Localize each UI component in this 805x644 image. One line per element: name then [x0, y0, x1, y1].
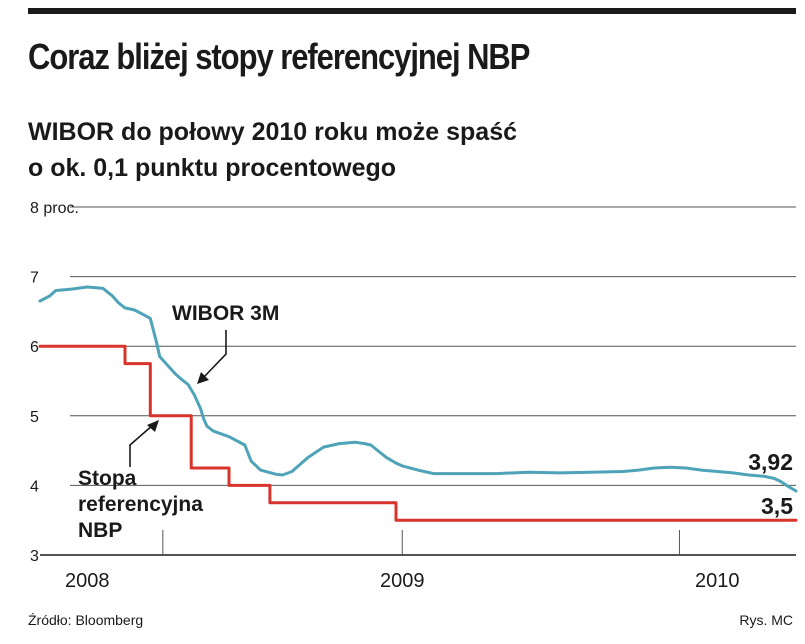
y-tick-label-7: 7 — [30, 270, 39, 287]
y-tick-labels: 8 proc. 7 6 5 4 3 — [30, 200, 79, 565]
subtitle-line-1: WIBOR do połowy 2010 roku może spaść — [28, 118, 518, 146]
chart-title: Coraz bliżej stopy referencyjnej NBP — [28, 36, 530, 77]
y-tick-label-4: 4 — [30, 478, 39, 495]
x-label-2009: 2009 — [380, 570, 425, 592]
top-rule — [28, 8, 796, 14]
chart-subtitle: WIBOR do połowy 2010 roku może spaść o o… — [28, 114, 588, 186]
x-label-2010: 2010 — [695, 570, 740, 592]
wibor-3m-line — [38, 285, 798, 493]
series-lines — [38, 285, 798, 522]
x-axis: 2008 2009 2010 — [65, 530, 740, 592]
wibor-end-value: 3,92 — [748, 449, 793, 475]
source-note: Źródło: Bloomberg — [28, 612, 144, 628]
annotations: WIBOR 3M Stopa referencyjna NBP 3,92 3,5 — [78, 302, 793, 542]
stopa-annotation-arrow — [129, 424, 154, 467]
stopa-end-value: 3,5 — [761, 493, 793, 519]
y-tick-label-8: 8 proc. — [30, 200, 79, 217]
wibor-arrowhead — [197, 372, 209, 384]
stopa-label-line-1: Stopa — [78, 467, 137, 490]
credit-note: Rys. MC — [739, 612, 793, 628]
y-tick-label-3: 3 — [30, 548, 39, 565]
stopa-label-line-3: NBP — [78, 519, 122, 542]
wibor-annotation-arrow — [202, 330, 227, 379]
x-label-2008: 2008 — [65, 570, 110, 592]
y-tick-label-5: 5 — [30, 409, 39, 426]
stopa-arrowhead — [147, 420, 159, 432]
stopa-label-line-2: referencyjna — [78, 493, 203, 516]
stopa-referencyjna-line — [38, 344, 798, 522]
wibor-series-label: WIBOR 3M — [172, 302, 279, 325]
y-tick-label-6: 6 — [30, 339, 39, 356]
subtitle-line-2: o ok. 0,1 punktu procentowego — [28, 154, 397, 182]
